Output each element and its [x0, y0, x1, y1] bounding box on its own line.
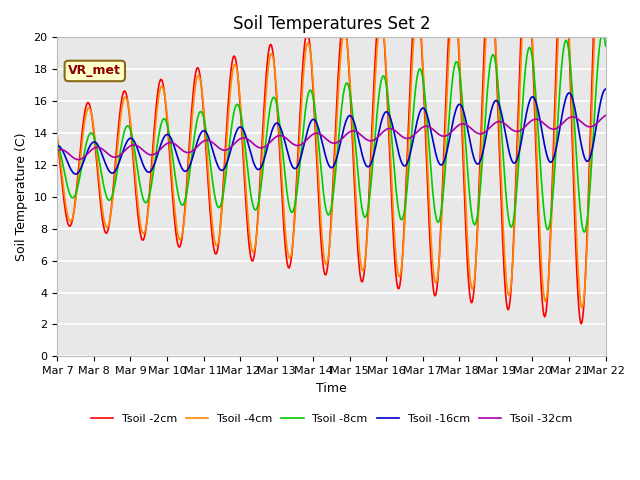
- Tsoil -2cm: [120, 89, 127, 95]
- Tsoil -32cm: [63, 150, 71, 156]
- Tsoil -32cm: [74, 156, 82, 162]
- Tsoil -16cm: [176, 161, 184, 167]
- Tsoil -2cm: [54, 137, 61, 143]
- Tsoil -8cm: [580, 229, 588, 235]
- Text: VR_met: VR_met: [68, 64, 121, 77]
- Tsoil -32cm: [205, 138, 213, 144]
- Legend: Tsoil -2cm, Tsoil -4cm, Tsoil -8cm, Tsoil -16cm, Tsoil -32cm: Tsoil -2cm, Tsoil -4cm, Tsoil -8cm, Tsoi…: [86, 410, 577, 429]
- Tsoil -2cm: [175, 244, 183, 250]
- Tsoil -16cm: [399, 162, 406, 168]
- Tsoil -16cm: [72, 171, 79, 177]
- Tsoil -4cm: [205, 170, 212, 176]
- Tsoil -4cm: [398, 260, 406, 265]
- Tsoil -32cm: [415, 128, 422, 133]
- Tsoil -32cm: [399, 134, 406, 140]
- Line: Tsoil -4cm: Tsoil -4cm: [58, 0, 605, 308]
- Tsoil -2cm: [205, 183, 212, 189]
- Tsoil -2cm: [602, 33, 609, 38]
- Tsoil -2cm: [414, 0, 422, 4]
- Tsoil -8cm: [175, 197, 183, 203]
- Tsoil -32cm: [121, 148, 129, 154]
- Tsoil -8cm: [602, 43, 609, 49]
- Tsoil -4cm: [54, 134, 61, 140]
- Tsoil -8cm: [598, 30, 606, 36]
- Tsoil -4cm: [578, 305, 586, 311]
- Tsoil -4cm: [120, 96, 127, 102]
- Tsoil -16cm: [63, 158, 71, 164]
- Tsoil -8cm: [205, 145, 212, 151]
- Tsoil -8cm: [120, 131, 127, 137]
- Tsoil -4cm: [414, 8, 422, 13]
- Tsoil -16cm: [54, 143, 61, 149]
- Tsoil -16cm: [121, 144, 129, 150]
- Tsoil -8cm: [398, 217, 406, 223]
- Tsoil -2cm: [63, 218, 71, 224]
- Tsoil -16cm: [415, 112, 422, 118]
- Tsoil -4cm: [602, 22, 609, 27]
- Tsoil -32cm: [54, 148, 61, 154]
- Title: Soil Temperatures Set 2: Soil Temperatures Set 2: [233, 15, 430, 33]
- Tsoil -32cm: [602, 112, 609, 118]
- Line: Tsoil -16cm: Tsoil -16cm: [58, 89, 605, 174]
- Tsoil -16cm: [205, 136, 213, 142]
- Line: Tsoil -2cm: Tsoil -2cm: [58, 0, 605, 324]
- Line: Tsoil -32cm: Tsoil -32cm: [58, 115, 605, 159]
- Line: Tsoil -8cm: Tsoil -8cm: [58, 33, 605, 232]
- Tsoil -8cm: [63, 183, 71, 189]
- Tsoil -8cm: [414, 70, 422, 75]
- Y-axis label: Soil Temperature (C): Soil Temperature (C): [15, 132, 28, 261]
- Tsoil -16cm: [602, 86, 609, 92]
- Tsoil -8cm: [54, 140, 61, 146]
- Tsoil -4cm: [175, 237, 183, 242]
- Tsoil -2cm: [577, 321, 585, 326]
- Tsoil -32cm: [176, 145, 184, 151]
- Tsoil -4cm: [63, 211, 71, 216]
- Tsoil -2cm: [398, 261, 406, 267]
- X-axis label: Time: Time: [316, 382, 347, 395]
